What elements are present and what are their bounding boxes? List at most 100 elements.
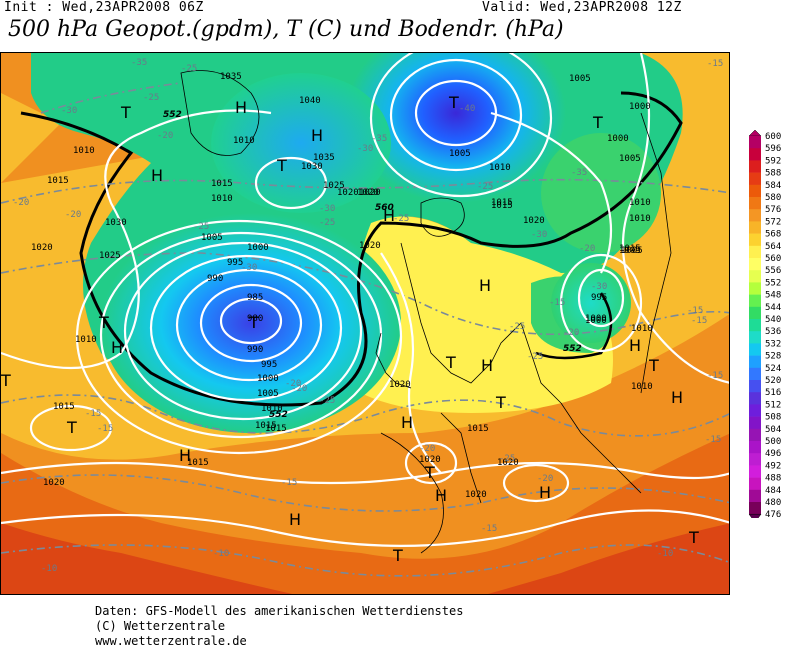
label-h: H (111, 338, 123, 357)
color-scale: 600 596 592 588 584 580 576 572 568 564 560 556 552 5… (749, 130, 781, 518)
temp-label: -35 (131, 58, 147, 68)
contour-552-east (535, 292, 613, 360)
isobar-label: 1005 (619, 246, 641, 256)
color-scale-level-label: 540 (765, 315, 781, 325)
temp-label: -10 (213, 549, 229, 559)
color-scale-swatch (749, 233, 761, 247)
color-scale-swatch (749, 294, 761, 308)
isobar-label: 1020 (419, 455, 441, 465)
color-scale-level-label: 572 (765, 217, 781, 227)
isobar-label: 1010 (233, 136, 255, 146)
color-scale-labels: 600 596 592 588 584 580 576 572 568 564 560 556 552 5… (765, 132, 781, 518)
label-t: T (448, 93, 459, 112)
temp-label: -30 (531, 230, 547, 240)
temp-label: -25 (509, 322, 525, 332)
color-scale-swatches (749, 130, 762, 518)
color-scale-level-label: 500 (765, 437, 781, 447)
label-t: T (66, 418, 77, 437)
label-t: T (495, 393, 506, 412)
color-scale-level-label: 560 (765, 254, 781, 264)
isobar-label: 1000 (257, 374, 279, 384)
color-scale-swatch (749, 258, 761, 271)
isobar-labels: 1035 1040 1035 1030 1025 1020 1015 1010 … (31, 72, 653, 500)
valid-label: Valid: Wed,23APR2008 12Z (482, 0, 682, 15)
temp-label: -20 (157, 131, 173, 141)
label-h: H (151, 166, 163, 185)
isobar-label: 1015 (187, 458, 209, 468)
isobar-label: 990 (247, 345, 263, 355)
isobar-label: 1010 (73, 146, 95, 156)
color-scale-swatch (749, 197, 761, 210)
isobar-label: 1030 (301, 162, 323, 172)
color-scale-swatch (749, 489, 761, 503)
color-scale-level-label: 484 (765, 486, 781, 496)
label-h: H (289, 510, 301, 529)
low-scandinavia-fill (346, 53, 566, 203)
temp-label: -15 (705, 435, 721, 445)
isobar-label: 1010 (631, 382, 653, 392)
temp-label: -20 (285, 379, 301, 389)
color-scale-level-label: 548 (765, 291, 781, 301)
isobar-label: 1035 (220, 72, 242, 82)
isobar-label: 1010 (629, 214, 651, 224)
color-scale-level-label: 524 (765, 364, 781, 374)
isobar-label: 1020 (359, 188, 381, 198)
color-scale-swatch (749, 282, 761, 295)
temp-label: -10 (41, 564, 57, 574)
label-h: H (435, 486, 447, 505)
isobar-label: 1015 (47, 176, 69, 186)
temp-label: -25 (319, 396, 335, 406)
isobar-label: 1030 (105, 218, 127, 228)
isobar-label: 1015 (255, 421, 277, 431)
isobar-label: 1020 (31, 243, 53, 253)
temp-label: -30 (241, 263, 257, 273)
isobar-label: 1010 (489, 163, 511, 173)
color-scale-level-label: 536 (765, 327, 781, 337)
isobar-label: 1000 (585, 314, 607, 324)
isobar-label: 990 (207, 274, 223, 284)
isobar-label: 1005 (619, 154, 641, 164)
isobar-label: 1015 (53, 402, 75, 412)
temp-label: -25 (477, 182, 493, 192)
isobar-label: 1010 (629, 198, 651, 208)
temp-label: -10 (657, 549, 673, 559)
color-scale-level-label: 576 (765, 205, 781, 215)
isobar-label: 1020 (523, 216, 545, 226)
color-scale-swatch (749, 136, 761, 149)
isobar-label: 1005 (621, 246, 643, 256)
color-scale-top-arrow (749, 130, 762, 137)
label-t: T (688, 528, 699, 547)
color-scale-level-label: 600 (765, 132, 781, 142)
color-scale-level-label: 492 (765, 461, 781, 471)
temp-label: -15 (691, 316, 707, 326)
color-scale-level-label: 504 (765, 425, 781, 435)
temp-label: -15 (549, 298, 565, 308)
isobar-label: 1010 (75, 335, 97, 345)
label-h: H (629, 336, 641, 355)
color-scale-swatch (749, 209, 761, 222)
contour-552 (20, 91, 683, 407)
label-t: T (98, 313, 109, 332)
isobar-label: 1005 (449, 149, 471, 159)
temp-label: -30 (61, 106, 77, 116)
isobar-label: 1020 (359, 241, 381, 251)
color-scale-swatch (749, 404, 761, 417)
isobar-label: 1015 (467, 424, 489, 434)
isobar-label: 1015 (619, 244, 641, 254)
temp-label: -25 (193, 222, 209, 232)
temp-label: -30 (319, 204, 335, 214)
color-scale-swatch (749, 367, 761, 381)
temp-label: -20 (13, 198, 29, 208)
color-scale-swatch (749, 270, 761, 283)
isobar-label: 995 (227, 258, 243, 268)
color-scale-swatch (749, 160, 761, 173)
footer-url: www.wetterzentrale.de (95, 634, 247, 648)
temperature-labels: -35 -25 -30 -25 -20 -30 -40 -35 -30 -25 … (13, 58, 723, 574)
temp-label: -25 (393, 214, 409, 224)
isobar-label: 1010 (261, 404, 283, 414)
color-scale-level-label: 564 (765, 242, 781, 252)
label-t: T (392, 546, 403, 565)
coastlines (180, 70, 672, 554)
label-h: H (383, 206, 395, 225)
isobar-label: 1015 (491, 198, 513, 208)
